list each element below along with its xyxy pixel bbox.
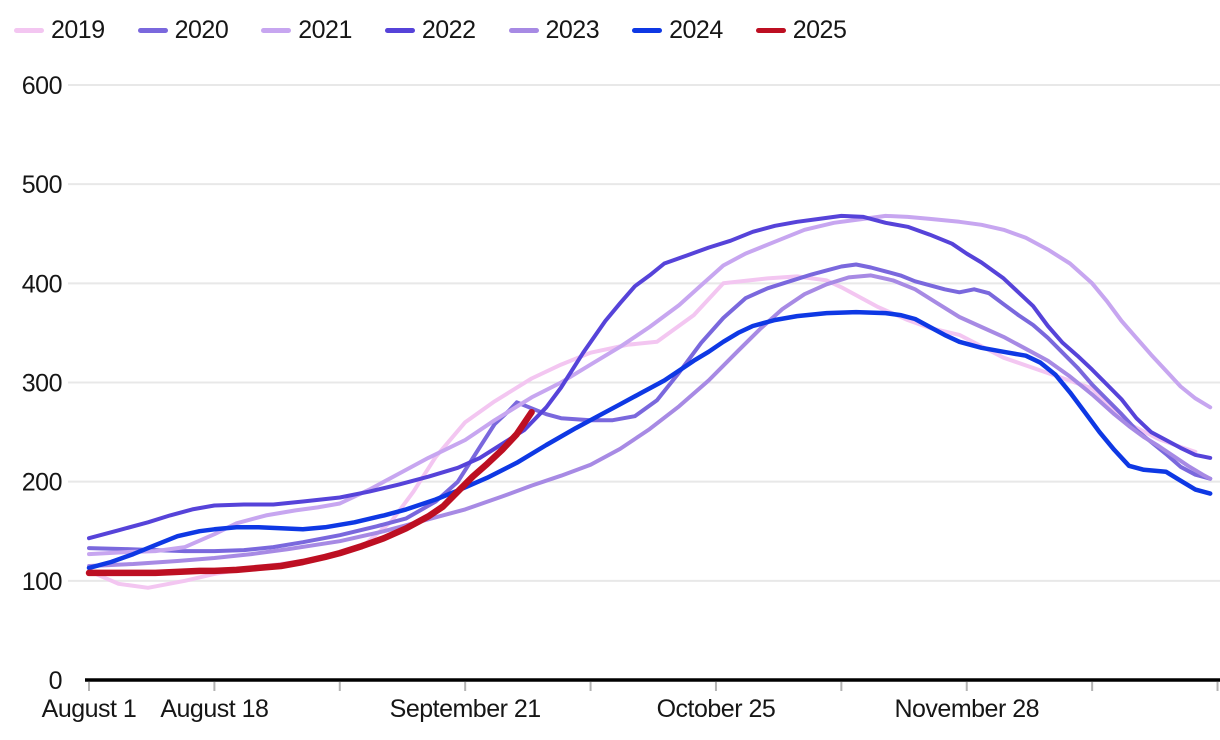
legend-swatch-2023	[508, 28, 539, 33]
x-tick-label-september-21: September 21	[390, 695, 541, 723]
legend-item-2025: 2025	[755, 16, 847, 45]
legend-swatch-2022	[384, 28, 415, 33]
y-tick-label-300: 300	[22, 369, 62, 397]
line-2023	[87, 273, 1213, 568]
x-tick-label-october-25: October 25	[657, 695, 776, 723]
legend-label-2019: 2019	[51, 16, 105, 44]
x-tick-label-august-1: August 1	[42, 695, 137, 723]
y-tick-label-500: 500	[22, 171, 62, 199]
chart-legend: 2019 2020 2021 2022 2023 2024 2025	[14, 16, 847, 45]
legend-swatch-2025	[755, 28, 786, 33]
legend-swatch-2019	[14, 28, 44, 33]
line-2021	[87, 213, 1213, 557]
legend-label-2023: 2023	[545, 16, 600, 44]
x-tick-label-november-28: November 28	[894, 695, 1039, 723]
y-tick-label-0: 0	[49, 667, 62, 695]
legend-swatch-2024	[632, 28, 663, 33]
line-2022	[87, 213, 1213, 541]
legend-item-2022: 2022	[384, 16, 476, 45]
legend-label-2020: 2020	[174, 16, 229, 44]
y-tick-label-400: 400	[22, 270, 62, 298]
legend-label-2022: 2022	[421, 16, 476, 44]
y-tick-label-200: 200	[22, 469, 62, 497]
legend-item-2019: 2019	[14, 16, 105, 45]
legend-item-2021: 2021	[261, 16, 352, 45]
legend-item-2024: 2024	[632, 16, 723, 45]
line-2020	[87, 262, 1213, 554]
legend-item-2020: 2020	[137, 16, 229, 45]
y-tick-label-100: 100	[22, 568, 62, 596]
line-2024	[86, 309, 1213, 571]
legend-swatch-2021	[261, 28, 292, 33]
line-2025	[85, 408, 535, 577]
legend-item-2023: 2023	[508, 16, 600, 45]
legend-label-2025: 2025	[792, 16, 847, 44]
legend-label-2024: 2024	[669, 16, 723, 44]
x-tick-label-august-18: August 18	[160, 695, 268, 723]
y-tick-label-600: 600	[22, 72, 62, 100]
legend-label-2021: 2021	[298, 16, 352, 44]
legend-swatch-2020	[137, 28, 168, 33]
